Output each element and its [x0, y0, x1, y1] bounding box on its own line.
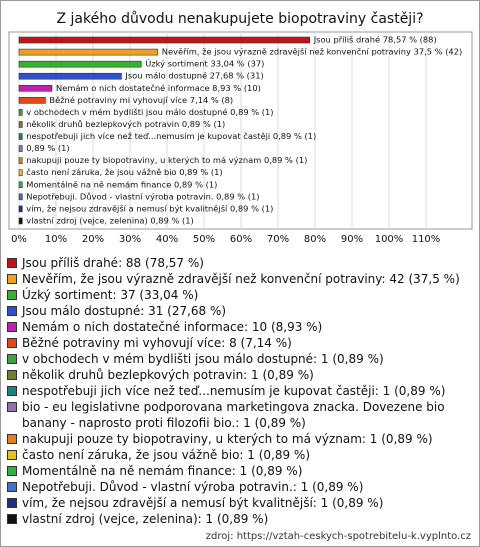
x-tick-label: 110% — [412, 234, 441, 245]
legend-swatch — [7, 290, 17, 300]
legend-label: Momentálně na ně nemám finance: 1 (0,89 … — [22, 464, 303, 478]
legend-item: vím, že nejsou zdravější a nemusí být kv… — [7, 495, 473, 511]
data-label: nespotřebuji jich více než teď...nemusím… — [26, 131, 316, 141]
data-label: vlastní zdroj (vejce, zelenina) 0,89 % (… — [26, 215, 193, 225]
legend-item: Jsou málo dostupné: 31 (27,68 %) — [7, 303, 473, 319]
data-label: Nemám o nich dostatečné informace 8,93 %… — [56, 83, 261, 93]
data-label: Běžné potraviny mi vyhovují více 7,14 % … — [49, 95, 233, 105]
bar — [18, 72, 122, 80]
legend-item: Nevěřím, že jsou výrazně zdravější než k… — [7, 271, 473, 287]
plot-svg: Z jakého důvodu nenakupujete biopotravin… — [8, 11, 473, 245]
x-tick-label: 60% — [230, 234, 252, 245]
data-label: v obchodech v mém bydlišti jsou málo dos… — [26, 107, 273, 117]
x-tick-label: 40% — [156, 234, 178, 245]
legend-item: vlastní zdroj (vejce, zelenina): 1 (0,89… — [7, 511, 473, 527]
x-tick-label: 70% — [267, 234, 289, 245]
legend-item: Nemám o nich dostatečné informace: 10 (8… — [7, 319, 473, 335]
legend-swatch — [7, 450, 17, 460]
legend-swatch — [7, 434, 17, 444]
legend-swatch — [7, 354, 17, 364]
bar — [18, 121, 23, 128]
legend-item: Běžné potraviny mi vyhovují více: 8 (7,1… — [7, 335, 473, 351]
source: zdroj: https://vztah-ceskych-spotrebitel… — [205, 531, 471, 542]
bar — [18, 36, 311, 44]
legend-item: často není záruka, že jsou vážně bio: 1 … — [7, 447, 473, 463]
legend-label: Jsou příliš drahé: 88 (78,57 %) — [22, 256, 204, 270]
legend-swatch — [7, 370, 17, 380]
bar — [18, 181, 23, 189]
legend-item: Nepotřebuji. Důvod - vlastní výroba potr… — [7, 479, 473, 495]
bar — [18, 193, 23, 201]
legend-item: Úzký sortiment: 37 (33,04 %) — [7, 287, 473, 303]
chart-title: Z jakého důvodu nenakupujete biopotravin… — [56, 11, 423, 27]
legend-label: nakupuji pouze ty biopotraviny, u kterýc… — [22, 432, 433, 446]
x-tick-label: 30% — [119, 234, 141, 245]
legend-swatch — [7, 338, 17, 348]
bar — [18, 169, 23, 177]
bar — [18, 109, 23, 116]
data-label: 0,89 % (1) — [26, 143, 69, 153]
bar — [18, 217, 23, 225]
legend-label: několik druhů bezlepkových potravin: 1 (… — [22, 368, 314, 382]
legend-label: nespotřebuji jich více než teď...nemusím… — [22, 384, 446, 398]
data-label: Jsou příliš drahé 78,57 % (88) — [313, 35, 437, 45]
x-tick-label: 20% — [82, 234, 104, 245]
legend-item: v obchodech v mém bydlišti jsou málo dos… — [7, 351, 473, 367]
legend-swatch — [7, 306, 17, 316]
x-tick-label: 10% — [45, 234, 67, 245]
data-label: Momentálně na ně nemám finance 0,89 % (1… — [26, 179, 217, 189]
legend-label: v obchodech v mém bydlišti jsou málo dos… — [22, 352, 384, 366]
legend-swatch — [7, 498, 17, 508]
bar — [18, 145, 23, 152]
legend-label: bio - eu legislativne podporovana market… — [22, 400, 445, 430]
legend-label: vím, že nejsou zdravější a nemusí být kv… — [22, 496, 384, 510]
bar — [18, 205, 23, 213]
legend-item: bio - eu legislativne podporovana market… — [7, 399, 473, 431]
legend-swatch — [7, 514, 17, 524]
bar — [18, 133, 23, 140]
x-tick-label: 0% — [11, 234, 27, 245]
legend-swatch — [7, 386, 17, 396]
legend-label: Nemám o nich dostatečné informace: 10 (8… — [22, 320, 323, 334]
legend-label: často není záruka, že jsou vážně bio: 1 … — [22, 448, 311, 462]
bar — [18, 157, 23, 164]
bar — [18, 60, 142, 68]
bar — [18, 97, 46, 104]
legend: Jsou příliš drahé: 88 (78,57 %) Nevěřím, … — [7, 255, 473, 527]
legend-item: Momentálně na ně nemám finance: 1 (0,89 … — [7, 463, 473, 479]
legend-swatch — [7, 402, 17, 412]
data-label: Jsou málo dostupné 27,68 % (31) — [124, 71, 263, 81]
legend-label: vlastní zdroj (vejce, zelenina): 1 (0,89… — [22, 512, 269, 526]
data-label: Úzký sortiment 33,04 % (37) — [145, 58, 264, 69]
legend-swatch — [7, 482, 17, 492]
data-label: Nevěřím, že jsou výrazně zdravější než k… — [162, 47, 462, 57]
data-label: vím, že nejsou zdravější a nemusí být kv… — [26, 203, 273, 213]
legend-swatch — [7, 322, 17, 332]
legend-item: Jsou příliš drahé: 88 (78,57 %) — [7, 255, 473, 271]
legend-item: několik druhů bezlepkových potravin: 1 (… — [7, 367, 473, 383]
legend-label: Nevěřím, že jsou výrazně zdravější než k… — [22, 272, 460, 286]
data-label: nakupuji pouze ty biopotraviny, u kterýc… — [26, 155, 307, 165]
data-label: Nepotřebuji. Důvod - vlastní výroba potr… — [26, 191, 259, 201]
x-tick-label: 100% — [375, 234, 404, 245]
legend-label: Běžné potraviny mi vyhovují více: 8 (7,1… — [22, 336, 292, 350]
data-label: často není záruka, že jsou vážně bio 0,8… — [26, 167, 222, 177]
x-tick-label: 90% — [341, 234, 363, 245]
bar — [18, 48, 159, 56]
legend-label: Nepotřebuji. Důvod - vlastní výroba potr… — [22, 480, 364, 494]
data-label: několik druhů bezlepkových potravin 0,89… — [26, 119, 225, 129]
x-tick-label: 50% — [193, 234, 215, 245]
legend-label: Úzký sortiment: 37 (33,04 %) — [22, 288, 199, 302]
legend-swatch — [7, 274, 17, 284]
x-tick-label: 80% — [304, 234, 326, 245]
legend-item: nespotřebuji jich více než teď...nemusím… — [7, 383, 473, 399]
legend-item: nakupuji pouze ty biopotraviny, u kterýc… — [7, 431, 473, 447]
legend-swatch — [7, 466, 17, 476]
bar — [18, 84, 53, 92]
legend-swatch — [7, 258, 17, 268]
legend-label: Jsou málo dostupné: 31 (27,68 %) — [22, 304, 227, 318]
